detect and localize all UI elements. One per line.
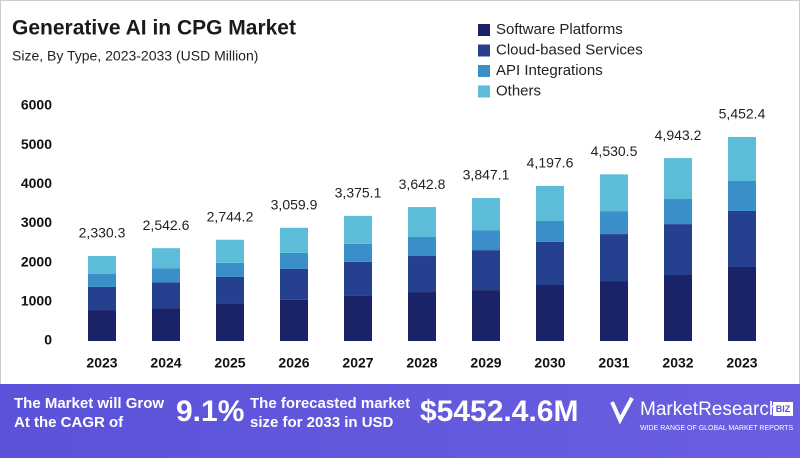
x-tick-label: 2025 — [214, 355, 245, 371]
x-tick-label: 2032 — [662, 355, 693, 371]
bar-segment — [216, 262, 244, 277]
bar-segment — [152, 308, 180, 341]
footer: The Market will Grow At the CAGR of 9.1%… — [14, 395, 793, 432]
y-tick-label: 4000 — [21, 175, 52, 191]
bar-segment — [408, 207, 436, 238]
chart-title: Generative AI in CPG Market — [12, 17, 296, 40]
bar-segment — [728, 210, 756, 267]
footer-text: At the CAGR of — [14, 414, 124, 431]
bar-segment — [408, 256, 436, 293]
bar-segment — [408, 292, 436, 341]
bar-segment — [536, 185, 564, 221]
bar-segment — [600, 211, 628, 235]
legend-label: Software Platforms — [496, 21, 623, 38]
brand-badge-text: BIZ — [776, 404, 791, 414]
total-label: 3,642.8 — [399, 176, 446, 192]
x-tick-label: 2023 — [726, 355, 757, 371]
bar-segment — [600, 234, 628, 282]
footer-forecast: $5452.4.6M — [420, 395, 578, 428]
bar-segment — [536, 284, 564, 341]
bar-segment — [216, 276, 244, 304]
bar-segment — [344, 215, 372, 244]
total-label: 3,847.1 — [463, 167, 510, 183]
bar-segment — [664, 275, 692, 341]
bar-segment — [216, 303, 244, 341]
bar-segment — [408, 237, 436, 257]
check-icon — [610, 397, 634, 425]
legend-swatch — [478, 44, 490, 57]
bar-segment — [600, 281, 628, 341]
bar-segment — [88, 286, 116, 311]
legend-swatch — [478, 85, 490, 98]
x-tick-label: 2026 — [278, 355, 309, 371]
legend-swatch — [478, 24, 490, 36]
bar-segment — [216, 239, 244, 263]
footer-text: The Market will Grow — [14, 395, 164, 412]
footer-text: The forecasted market — [250, 395, 410, 412]
total-label: 3,375.1 — [335, 185, 382, 201]
brand-badge — [773, 402, 793, 416]
bar-segment — [472, 290, 500, 341]
total-label: 3,059.9 — [271, 197, 318, 213]
bar-segment — [280, 252, 308, 269]
bar-segment — [88, 256, 116, 275]
chart-subtitle: Size, By Type, 2023-2033 (USD Million) — [12, 48, 258, 64]
total-label: 4,197.6 — [527, 155, 574, 171]
total-label: 5,452.4 — [719, 106, 766, 122]
bar-segment — [664, 199, 692, 225]
bar-segment — [152, 282, 180, 309]
bar-segment — [280, 299, 308, 341]
legend-label: Others — [496, 82, 541, 99]
bar-segment — [152, 248, 180, 269]
y-tick-label: 5000 — [21, 136, 52, 152]
bar-segment — [728, 266, 756, 341]
bar-segment — [472, 250, 500, 291]
bar-segment — [536, 220, 564, 242]
x-tick-label: 2028 — [406, 355, 437, 371]
x-tick-label: 2031 — [598, 355, 629, 371]
legend-label: Cloud-based Services — [496, 41, 643, 58]
y-tick-label: 2000 — [21, 253, 52, 269]
x-tick-label: 2023 — [86, 355, 117, 371]
bar-segment — [664, 158, 692, 200]
legend-swatch — [478, 65, 490, 77]
bar-segment — [280, 268, 308, 300]
bar-segment — [728, 181, 756, 211]
bar-segment — [728, 136, 756, 182]
bar-segment — [472, 230, 500, 251]
bar-segment — [344, 261, 372, 296]
x-tick-label: 2029 — [470, 355, 501, 371]
y-tick-label: 3000 — [21, 214, 52, 230]
bar-segment — [600, 174, 628, 212]
x-tick-label: 2030 — [534, 355, 565, 371]
total-label: 2,542.6 — [143, 217, 190, 233]
bar-segment — [536, 241, 564, 285]
footer-text: size for 2033 in USD — [250, 414, 394, 431]
total-label: 4,530.5 — [591, 143, 638, 159]
footer-band — [0, 384, 800, 458]
y-tick-label: 1000 — [21, 293, 52, 309]
bar-segment — [472, 198, 500, 231]
y-tick-label: 0 — [44, 332, 52, 348]
x-tick-label: 2027 — [342, 355, 373, 371]
bar-segment — [88, 310, 116, 341]
total-label: 4,943.2 — [655, 127, 702, 143]
bar-segment — [664, 224, 692, 276]
total-label: 2,744.2 — [207, 208, 254, 224]
x-tick-label: 2024 — [150, 355, 181, 371]
footer-tagline: WIDE RANGE OF GLOBAL MARKET REPORTS — [640, 425, 793, 432]
legend-label: API Integrations — [496, 62, 603, 79]
bar-segment — [152, 268, 180, 283]
y-tick-label: 6000 — [21, 97, 52, 113]
bar-segment — [344, 243, 372, 262]
footer-brand: MarketResearch — [640, 399, 779, 420]
bar-segment — [344, 295, 372, 341]
footer-cagr: 9.1% — [176, 395, 244, 428]
total-label: 2,330.3 — [79, 225, 126, 241]
bar-segment — [280, 227, 308, 253]
bar-segment — [88, 274, 116, 287]
